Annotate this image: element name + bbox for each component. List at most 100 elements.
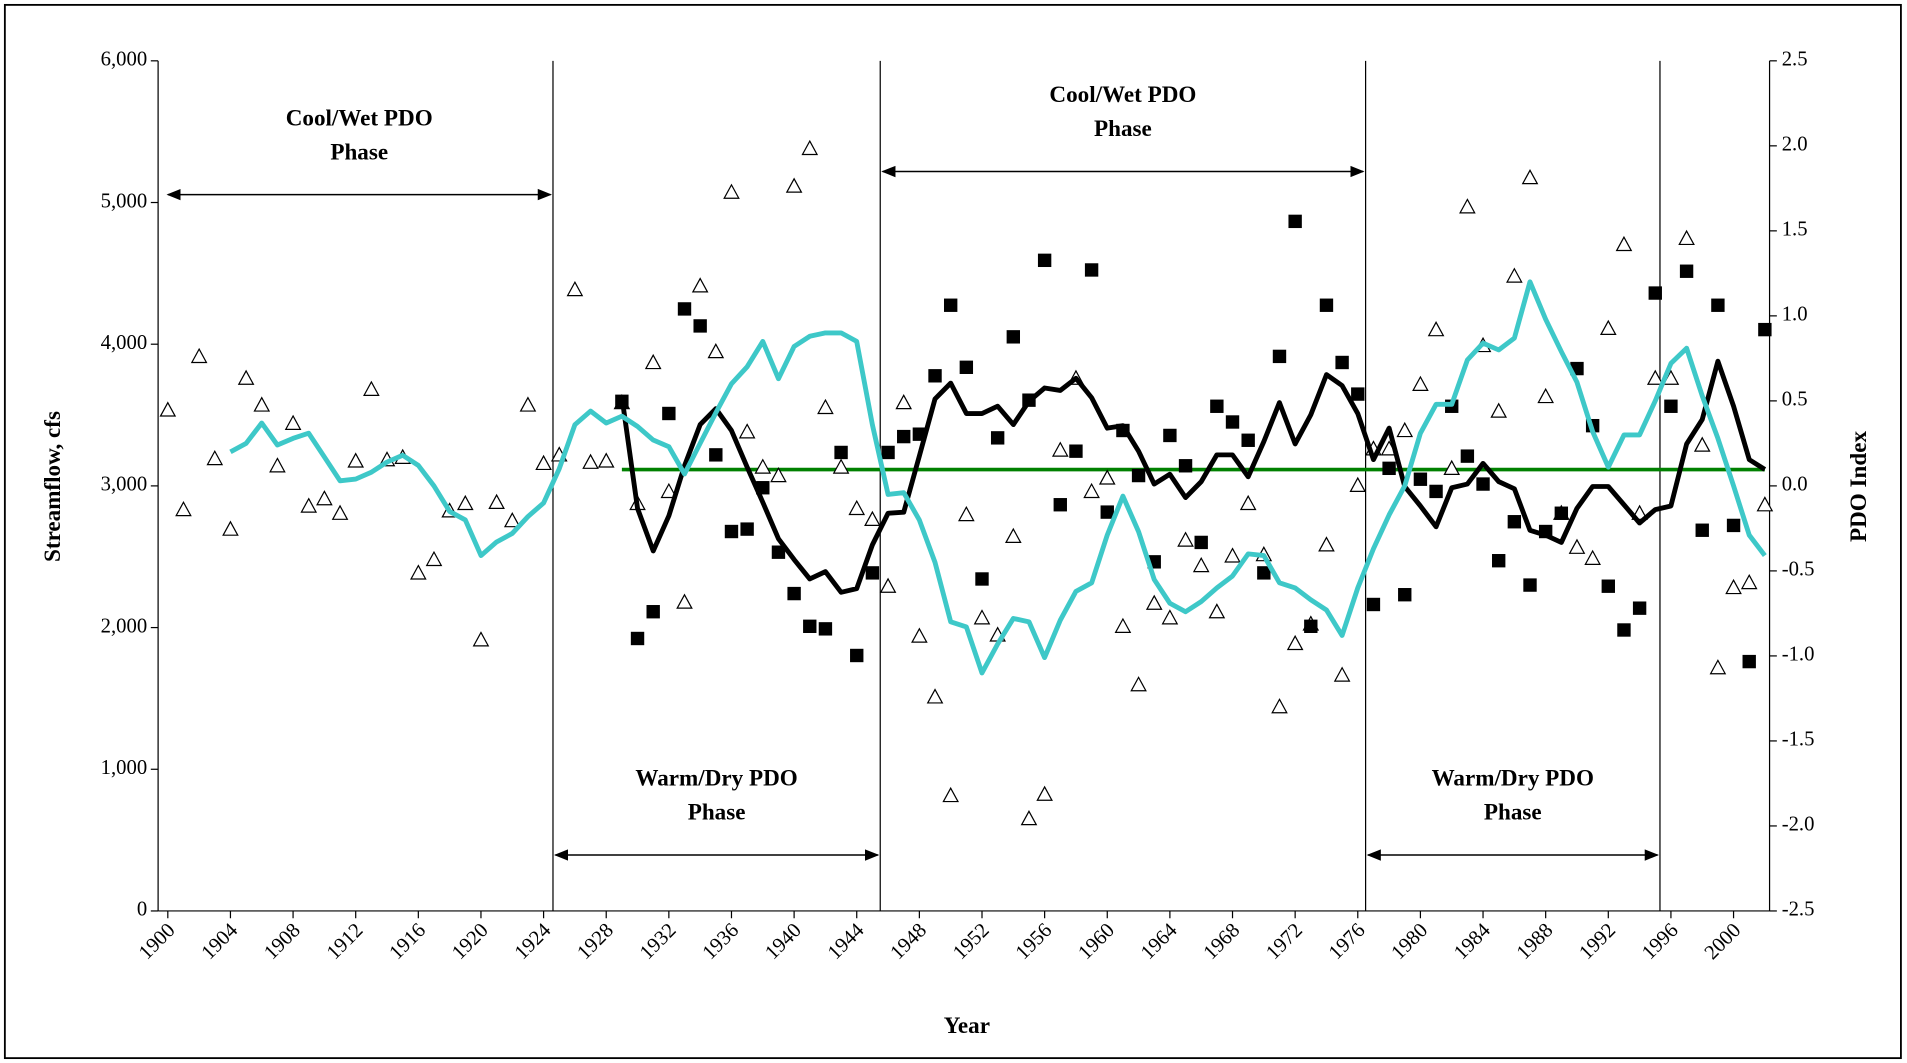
triangle-point [801,139,819,156]
square-point [1257,566,1271,580]
triangle-point [1177,531,1194,547]
square-point [1194,535,1208,550]
triangle-point [1693,436,1711,452]
square-point [1131,468,1146,483]
triangle-point [879,577,897,593]
triangle-point [1036,785,1053,801]
x-tick-label: 1988 [1513,919,1558,964]
triangle-point [425,550,443,567]
square-point [1335,355,1349,370]
triangle-point [1396,421,1414,438]
square-point [928,369,942,383]
square-point [1554,506,1569,520]
triangle-point [911,627,928,643]
triangle-point [1506,267,1523,283]
x-tick-label: 1992 [1575,919,1620,964]
y-tick-label: 2,000 [101,615,147,637]
square-point [1351,387,1365,401]
square-point [1053,498,1067,512]
triangle-point [582,453,599,469]
square-point [943,298,958,312]
y2-tick-label: -2.5 [1782,899,1815,921]
y2-tick-label: -0.5 [1782,559,1815,581]
x-tick-label: 1932 [636,919,681,964]
square-point [709,448,723,462]
square-point [1695,523,1709,537]
x-tick-label: 1976 [1325,919,1370,964]
square-point [1476,477,1490,491]
square-point [1726,518,1741,533]
triangle-point [1224,547,1241,563]
triangle-point [237,369,255,385]
square-point [1037,253,1052,268]
square-point [1429,484,1443,499]
triangle-point [1459,198,1476,214]
square-point [1382,461,1396,476]
square-point [1617,623,1631,637]
square-point [1288,214,1302,229]
x-tick-label: 1900 [135,919,180,964]
triangle-point [1271,698,1288,714]
square-point [787,586,801,601]
triangle-point [660,482,678,499]
x-tick-label: 1908 [260,919,305,964]
square-point [1679,264,1694,278]
y-tick-label: 6,000 [101,49,147,71]
square-point [1006,330,1021,344]
y2-tick-label: -1.0 [1782,644,1815,666]
frame [3,3,1902,1060]
square-point [1648,286,1662,300]
triangle-point [347,452,365,468]
triangle-point [1678,229,1695,246]
triangle-point [1599,319,1617,336]
y2-tick-label: 2.0 [1782,134,1808,156]
triangle-point [895,394,913,410]
triangle-point [269,457,286,473]
phase-label-box: Cool/Wet PDO Phase [286,106,433,166]
x-axis-title: Year [944,1012,990,1038]
square-point [1398,588,1412,602]
square-point [850,648,864,663]
triangle-point [410,564,427,580]
square-point [1241,433,1255,447]
triangle-point [1161,609,1179,625]
triangle-point [284,414,302,430]
square-point [1758,322,1772,337]
square-point [897,429,911,444]
triangle-point [1412,375,1429,391]
triangle-point [1192,556,1210,573]
triangle-point [300,497,318,513]
triangle-point [1051,441,1069,457]
triangle-point [1584,549,1601,565]
y2-tick-label: 0.5 [1782,389,1808,411]
y-tick-label: 1,000 [101,757,147,779]
square-point [724,524,739,539]
square-point [1163,428,1177,443]
phase-label-box: Warm/Dry PDO Phase [635,766,797,826]
y2-tick-label: 1.0 [1782,304,1808,326]
triangle-point [159,401,177,417]
triangle-point [1333,666,1351,682]
square-point [1178,459,1193,473]
square-point [1084,263,1099,277]
square-point [990,431,1005,445]
square-point [1319,298,1334,312]
x-tick-label: 1904 [197,919,242,964]
square-point [1492,554,1506,568]
triangle-point [942,786,960,803]
triangle-point [707,343,725,359]
triangle-point [644,353,662,370]
triangle-point [535,454,552,471]
triangle-point [1239,494,1257,511]
square-point [646,605,660,619]
triangle-point [723,183,740,199]
x-tick-label: 1956 [1012,919,1057,964]
triangle-point [1615,235,1633,252]
x-tick-label: 1948 [886,919,931,964]
triangle-point [1709,659,1727,675]
square-point [1601,579,1615,593]
x-tick-label: 1944 [824,919,869,964]
square-point [834,445,848,460]
x-tick-label: 1920 [448,919,493,964]
square-point [1632,601,1647,615]
